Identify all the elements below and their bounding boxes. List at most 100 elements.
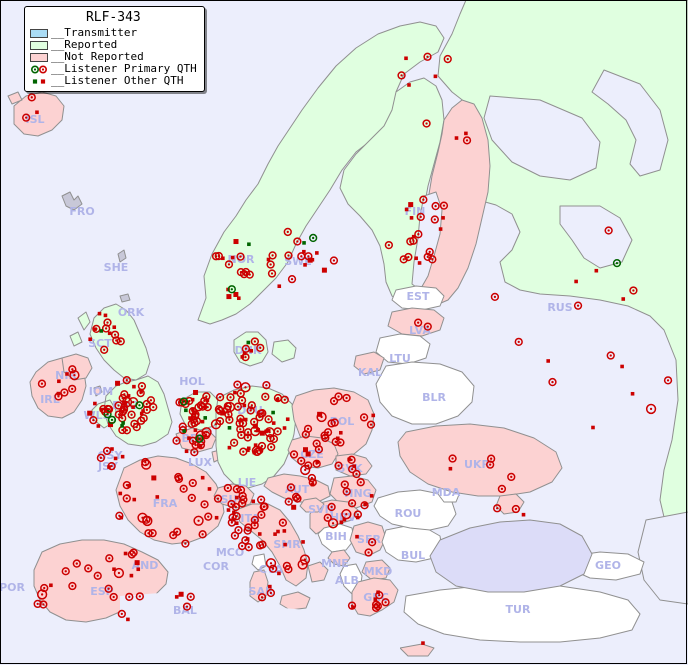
legend-swatch-transmitter (30, 28, 48, 38)
listener-primary-qth-marker (384, 240, 394, 250)
listener-primary-qth-marker (186, 592, 195, 601)
listener-primary-qth-marker (284, 251, 293, 260)
listener-other-qth-marker (411, 234, 416, 239)
listener-other-qth-marker (57, 379, 61, 384)
listener-other-qth-marker (113, 456, 118, 461)
listener-other-qth-marker (351, 605, 355, 610)
country-label-lie: LIE (238, 476, 257, 489)
country-label-aut: AUT (285, 483, 310, 496)
listener-other-qth-marker (220, 410, 226, 416)
country-label-tur: TUR (506, 603, 531, 616)
legend-item-transmitter: __Transmitter (30, 27, 197, 39)
listener-other-qth-marker (310, 482, 315, 487)
listener-primary-qth-marker (200, 500, 209, 509)
listener-primary-qth-marker (321, 433, 330, 443)
listener-other-qth-marker (97, 311, 102, 316)
listener-other-qth-marker (282, 426, 287, 430)
listener-other-qth-marker (234, 239, 239, 244)
listener-primary-qth-marker (114, 401, 123, 410)
listener-primary-qth-marker (352, 469, 361, 479)
listener-primary-qth-marker (142, 515, 153, 527)
listener-other-qth-marker (448, 466, 453, 471)
listener-primary-qth-marker (105, 554, 114, 563)
listener-other-qth-marker (408, 202, 414, 208)
listener-primary-qth-marker (243, 428, 253, 437)
listener-primary-qth-marker (284, 565, 293, 574)
listener-other-qth-marker (233, 291, 239, 297)
listener-other-qth-marker (317, 411, 323, 417)
listener-other-qth-marker (335, 436, 340, 441)
listener-other-qth-marker (277, 571, 281, 576)
listener-primary-qth-marker (283, 227, 292, 237)
listener-primary-qth-marker (348, 464, 357, 474)
listener-primary-qth-marker (187, 493, 196, 503)
listener-primary-qth-marker (330, 418, 339, 427)
listener-primary-qth-marker (423, 322, 432, 331)
listener-other-qth-marker (195, 436, 199, 441)
listener-other-qth-marker (226, 508, 231, 512)
listener-primary-qth-marker (135, 401, 144, 410)
listener-primary-qth-marker (268, 251, 277, 260)
country-label-bih: BIH (325, 530, 347, 543)
legend-swatch-reported (30, 40, 48, 50)
country-label-por: POR (0, 581, 25, 594)
listener-primary-qth-marker (84, 564, 93, 573)
listener-primary-qth-marker (255, 541, 265, 550)
listener-other-qth-marker (235, 495, 239, 500)
listener-other-qth-marker (268, 584, 272, 589)
listener-primary-qth-marker (258, 409, 267, 418)
listener-primary-qth-marker (125, 592, 134, 602)
listener-other-qth-marker (464, 131, 468, 136)
listener-other-qth-marker (407, 83, 411, 87)
listener-primary-qth-marker (141, 457, 150, 467)
country-ser (349, 521, 387, 557)
listener-primary-qth-marker (297, 456, 306, 466)
listener-primary-qth-marker (356, 478, 365, 487)
legend-label-listener_other: __Listener Other QTH (51, 74, 184, 87)
listener-primary-qth-marker (366, 420, 376, 429)
country-label-isl: ISL (25, 113, 44, 126)
region-caspian-east (637, 511, 688, 605)
listener-other-qth-marker (303, 447, 309, 453)
listener-other-qth-marker (65, 372, 69, 376)
listener-other-qth-marker (87, 410, 93, 416)
listener-primary-qth-marker (331, 437, 340, 446)
listener-other-qth-marker (303, 263, 307, 267)
listener-primary-qth-marker (122, 376, 131, 385)
country-nor (197, 21, 445, 325)
country-label-blr: BLR (422, 391, 446, 404)
listener-other-qth-marker (266, 428, 271, 433)
country-label-ork: ORK (118, 306, 145, 319)
listener-other-qth-marker (315, 460, 320, 464)
listener-primary-qth-marker (334, 392, 343, 401)
listener-other-qth-marker (232, 510, 236, 515)
listener-other-qth-marker (205, 398, 210, 403)
listener-primary-qth-marker (257, 441, 267, 451)
listener-other-qth-marker (239, 418, 244, 423)
region-fro (61, 191, 83, 211)
listener-other-qth-marker (310, 257, 315, 262)
listener-primary-qth-marker (413, 318, 423, 327)
listener-primary-qth-marker (359, 413, 369, 422)
listener-primary-qth-marker (604, 226, 613, 235)
legend-marker-listener_primary (30, 64, 48, 74)
listener-primary-qth-marker (327, 518, 339, 529)
listener-other-qth-marker (259, 430, 265, 436)
listener-other-qth-marker (134, 560, 140, 566)
listener-primary-qth-marker (99, 404, 108, 414)
listener-primary-qth-marker (215, 393, 225, 402)
listener-other-qth-marker (363, 502, 367, 507)
listener-primary-qth-marker (117, 609, 126, 619)
listener-primary-qth-marker (244, 523, 253, 532)
listener-other-qth-marker (141, 409, 145, 413)
listener-primary-qth-marker (40, 583, 49, 593)
listener-other-qth-marker (630, 391, 635, 396)
listener-other-qth-marker (189, 416, 193, 421)
listener-primary-qth-marker (224, 260, 234, 269)
legend-item-not_reported: __Not Reported (30, 51, 197, 63)
listener-other-qth-marker (421, 641, 425, 645)
listener-other-qth-marker (139, 389, 143, 394)
listener-primary-qth-marker (265, 558, 277, 569)
listener-primary-qth-marker (237, 430, 246, 440)
listener-primary-qth-marker (179, 397, 189, 406)
